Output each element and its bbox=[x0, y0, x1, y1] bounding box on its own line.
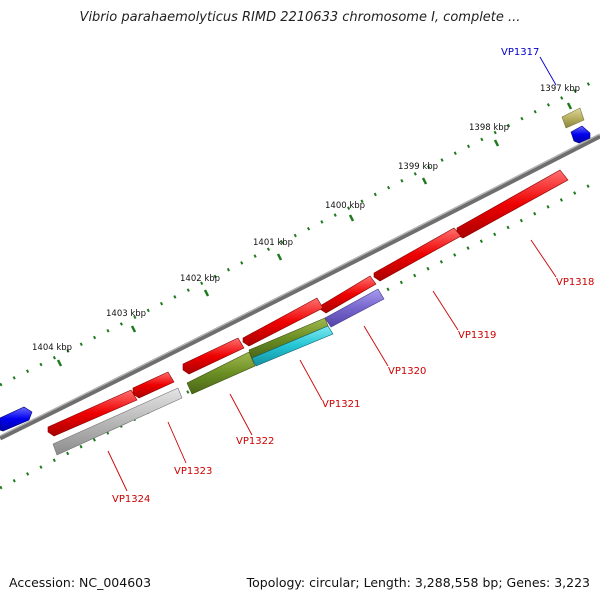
chromosome-backbone bbox=[0, 133, 600, 441]
reverse-strand-genes bbox=[47, 169, 569, 437]
gene-VP1319-arrow[interactable] bbox=[373, 227, 462, 282]
genome-summary-text: Topology: circular; Length: 3,288,558 bp… bbox=[246, 575, 590, 590]
feature-gray[interactable] bbox=[52, 387, 183, 456]
ruler-label-1400: 1400 kbp bbox=[325, 201, 365, 211]
feature-cyan[interactable] bbox=[251, 325, 334, 367]
forward-strand-genes bbox=[0, 107, 591, 432]
ruler-label-1404: 1404 kbp bbox=[32, 343, 72, 353]
feature-olive-lower[interactable] bbox=[186, 351, 256, 395]
gene-right-edge-arrow[interactable] bbox=[570, 125, 591, 144]
feature-purple[interactable] bbox=[324, 288, 385, 328]
ruler-label-1403: 1403 kbp bbox=[106, 309, 146, 319]
gene-label-VP1323[interactable]: VP1323 bbox=[174, 466, 212, 477]
gene-label-VP1322[interactable]: VP1322 bbox=[236, 436, 274, 447]
gene-VP1317-arrow[interactable] bbox=[561, 107, 585, 129]
ruler-label-1399: 1399 kbp bbox=[398, 162, 438, 172]
gene-label-VP1317[interactable]: VP1317 bbox=[501, 47, 539, 58]
ruler-label-1397: 1397 kbp bbox=[540, 84, 580, 94]
gene-label-VP1321[interactable]: VP1321 bbox=[322, 399, 360, 410]
ruler-major-ticks bbox=[56, 102, 573, 367]
ruler-label-1398: 1398 kbp bbox=[469, 123, 509, 133]
gene-VP1321-arrow[interactable] bbox=[242, 297, 324, 347]
ruler-label-1402: 1402 kbp bbox=[180, 274, 220, 284]
gene-VP1322-arrow[interactable] bbox=[182, 337, 245, 375]
gene-label-VP1320[interactable]: VP1320 bbox=[388, 366, 426, 377]
gene-label-VP1318[interactable]: VP1318 bbox=[556, 277, 594, 288]
gene-label-VP1319[interactable]: VP1319 bbox=[458, 330, 496, 341]
ruler-label-1401: 1401 kbp bbox=[253, 238, 293, 248]
label-leader-lines bbox=[107, 56, 557, 492]
ruler-labels: 1397 kbp 1398 kbp 1399 kbp 1400 kbp 1401… bbox=[32, 84, 580, 353]
map-title: Vibrio parahaemolyticus RIMD 2210633 chr… bbox=[79, 10, 521, 25]
gene-labels: VP1317 VP1318 VP1319 VP1320 VP1321 VP132… bbox=[112, 47, 594, 505]
gene-label-VP1324[interactable]: VP1324 bbox=[112, 494, 150, 505]
gene-VP1324-arrow[interactable] bbox=[47, 389, 138, 437]
accession-text: Accession: NC_004603 bbox=[9, 575, 152, 590]
feature-track bbox=[52, 288, 385, 456]
gene-left-edge-arrow[interactable] bbox=[0, 406, 33, 432]
